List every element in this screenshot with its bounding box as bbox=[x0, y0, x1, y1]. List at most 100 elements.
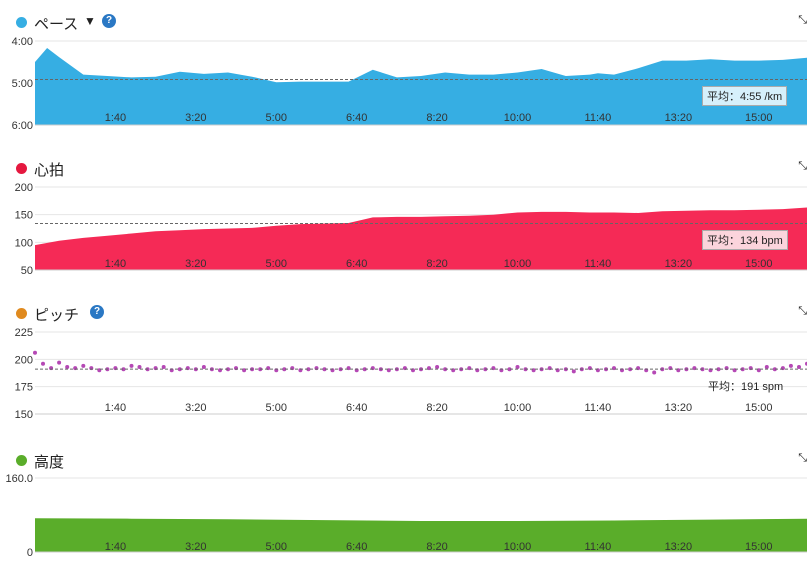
cadence-panel: ピッチ ? ⤡ 225 200 175 150 1:40 3:20 5:00 6:40 8:20… bbox=[0, 301, 807, 421]
x-tick-label: 6:40 bbox=[346, 402, 367, 414]
y-tick-label: 6:00 bbox=[12, 120, 33, 132]
y-tick-label: 160.0 bbox=[5, 473, 33, 485]
data-point bbox=[33, 350, 37, 355]
pace-title[interactable]: ペース bbox=[34, 16, 79, 33]
x-tick-label: 5:00 bbox=[266, 112, 287, 124]
y-tick-label: 225 bbox=[15, 327, 33, 339]
y-tick-label: 4:00 bbox=[12, 36, 33, 48]
cadence-legend-dot[interactable] bbox=[16, 308, 27, 319]
y-tick-label: 200 bbox=[15, 354, 33, 366]
series-area bbox=[35, 518, 807, 552]
heart-rate-expand-icon[interactable]: ⤡ bbox=[798, 160, 807, 172]
x-tick-label: 13:20 bbox=[665, 258, 693, 270]
x-tick-label: 8:20 bbox=[426, 541, 447, 553]
x-tick-label: 6:40 bbox=[346, 258, 367, 270]
x-tick-label: 3:20 bbox=[185, 258, 206, 270]
heart-rate-legend-dot[interactable] bbox=[16, 163, 27, 174]
x-tick-label: 6:40 bbox=[346, 112, 367, 124]
x-tick-label: 8:20 bbox=[426, 258, 447, 270]
x-tick-label: 5:00 bbox=[266, 541, 287, 553]
elevation-legend-dot[interactable] bbox=[16, 455, 27, 466]
data-point bbox=[362, 367, 367, 372]
x-tick-label: 13:20 bbox=[665, 541, 693, 553]
cadence-expand-icon[interactable]: ⤡ bbox=[798, 305, 807, 317]
cadence-average-label: 平均：191 spm bbox=[708, 381, 784, 393]
cadence-header: ピッチ ? ⤡ bbox=[0, 301, 807, 325]
x-tick-label: 10:00 bbox=[504, 541, 532, 553]
x-tick-label: 8:20 bbox=[426, 112, 447, 124]
x-tick-label: 3:20 bbox=[185, 402, 206, 414]
x-tick-label: 5:00 bbox=[266, 258, 287, 270]
data-point bbox=[121, 367, 126, 372]
x-tick-label: 1:40 bbox=[105, 112, 126, 124]
y-tick-label: 50 bbox=[21, 265, 33, 277]
x-tick-label: 15:00 bbox=[745, 112, 773, 124]
x-tick-label: 1:40 bbox=[105, 541, 126, 553]
pace-chart: 4:00 5:00 6:00 1:40 3:20 5:00 6:40 8:20 10:00 11:… bbox=[12, 36, 807, 132]
data-point bbox=[306, 367, 311, 372]
cadence-chart: 225 200 175 150 1:40 3:20 5:00 6:40 8:20 10:00 11:… bbox=[15, 327, 807, 421]
data-point bbox=[764, 365, 769, 369]
y-tick-label: 200 bbox=[15, 182, 33, 194]
x-tick-label: 5:00 bbox=[266, 402, 287, 414]
pace-panel: ペース ▼ ? ⤡ 4:00 5:00 6:00 1:40 3:20 5:00 6:40 8:… bbox=[0, 10, 807, 134]
pace-average-label: 平均：4:55 /km bbox=[702, 86, 788, 106]
heart-rate-header: 心拍 ⤡ bbox=[0, 156, 807, 180]
data-point bbox=[41, 361, 45, 366]
data-point bbox=[57, 360, 62, 365]
data-point bbox=[65, 365, 70, 369]
x-tick-label: 11:40 bbox=[585, 112, 612, 124]
elevation-panel: 高度 ⤡ 160.0 0 1:40 3:20 5:00 6:40 8:20 10:00 11:4… bbox=[0, 448, 807, 568]
x-tick-label: 13:20 bbox=[665, 402, 693, 414]
pace-expand-icon[interactable]: ⤡ bbox=[798, 14, 807, 26]
data-point bbox=[282, 367, 287, 372]
x-tick-label: 10:00 bbox=[504, 402, 532, 414]
heart-rate-average-label: 平均：134 bpm bbox=[702, 230, 788, 250]
elevation-expand-icon[interactable]: ⤡ bbox=[798, 452, 807, 464]
series-area bbox=[35, 48, 807, 125]
x-tick-label: 1:40 bbox=[105, 402, 126, 414]
x-tick-label: 1:40 bbox=[105, 258, 126, 270]
x-tick-label: 3:20 bbox=[185, 112, 206, 124]
heart-rate-panel: 心拍 ⤡ 200 150 100 50 1:40 3:20 5:00 6:40 8:20 10:0… bbox=[0, 156, 807, 277]
data-point bbox=[137, 365, 142, 369]
data-point bbox=[652, 370, 657, 375]
x-tick-label: 10:00 bbox=[504, 112, 532, 124]
y-tick-label: 100 bbox=[15, 237, 33, 249]
data-point bbox=[772, 367, 777, 372]
data-point bbox=[716, 367, 721, 372]
pace-dropdown-caret-icon[interactable]: ▼ bbox=[84, 14, 96, 28]
x-tick-label: 15:00 bbox=[745, 258, 773, 270]
data-point bbox=[322, 367, 327, 372]
data-point bbox=[435, 365, 440, 369]
x-tick-label: 11:40 bbox=[585, 541, 612, 553]
y-tick-label: 150 bbox=[15, 409, 33, 421]
data-point bbox=[81, 363, 86, 368]
x-tick-label: 6:40 bbox=[346, 541, 367, 553]
y-tick-label: 150 bbox=[15, 210, 33, 222]
cadence-help-icon[interactable]: ? bbox=[90, 305, 104, 319]
cadence-title[interactable]: ピッチ bbox=[34, 307, 80, 324]
data-point bbox=[515, 365, 520, 369]
data-point bbox=[788, 363, 793, 368]
x-tick-label: 11:40 bbox=[585, 258, 612, 270]
data-point bbox=[177, 367, 182, 372]
data-point bbox=[507, 367, 512, 372]
elevation-header: 高度 ⤡ bbox=[0, 448, 807, 472]
x-tick-label: 10:00 bbox=[504, 258, 532, 270]
y-tick-label: 5:00 bbox=[12, 78, 33, 90]
elevation-title[interactable]: 高度 bbox=[34, 454, 65, 471]
heart-rate-chart: 200 150 100 50 1:40 3:20 5:00 6:40 8:20 10:00 11:4… bbox=[15, 182, 807, 277]
x-tick-label: 11:40 bbox=[585, 402, 612, 414]
pace-header: ペース ▼ ? ⤡ bbox=[0, 10, 807, 34]
x-tick-label: 15:00 bbox=[745, 402, 773, 414]
pace-legend-dot[interactable] bbox=[16, 17, 27, 28]
heart-rate-title[interactable]: 心拍 bbox=[34, 162, 65, 179]
x-tick-label: 15:00 bbox=[745, 541, 773, 553]
series-area bbox=[35, 207, 807, 270]
y-tick-label: 175 bbox=[15, 382, 33, 394]
pace-help-icon[interactable]: ? bbox=[102, 14, 116, 28]
data-point bbox=[161, 365, 166, 369]
data-point bbox=[129, 363, 134, 368]
data-point bbox=[797, 365, 801, 369]
